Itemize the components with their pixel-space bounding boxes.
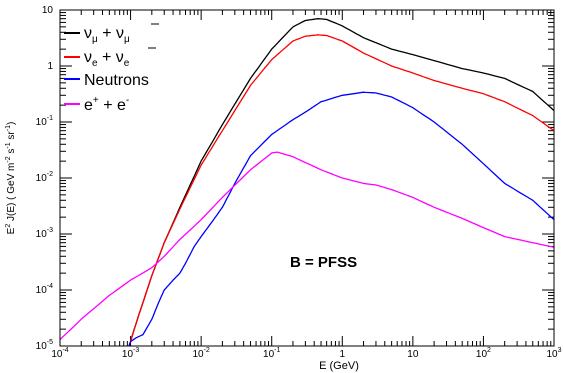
x-tick-label: 103 <box>546 347 561 360</box>
legend-entry-numu: νμ + νμ <box>64 23 159 45</box>
plot-frame <box>59 9 555 347</box>
y-tick-label: 10-5 <box>36 339 53 352</box>
legend-label: e+ + e- <box>84 95 129 114</box>
legend-entry-nue: νe + νe <box>64 47 156 69</box>
legend-entry-electrons: e+ + e- <box>64 95 129 114</box>
axis-ticks <box>59 9 555 347</box>
series-line-1 <box>128 34 555 347</box>
y-tick-label: 10-2 <box>36 171 53 184</box>
y-tick-label: 10 <box>42 5 54 16</box>
series-lines <box>59 18 555 347</box>
x-axis-label: E (GeV) <box>319 360 359 372</box>
x-tick-label: 1 <box>340 349 346 360</box>
x-tick-label: 10 <box>407 349 419 360</box>
y-tick-label: 10-1 <box>36 115 53 128</box>
y-tick-labels: 10-5 10-4 10-3 10-2 10-1 1 10 <box>36 5 54 352</box>
annotation-label: B = PFSS <box>290 254 357 271</box>
legend-label: νμ + νμ <box>84 25 130 45</box>
x-tick-label: 102 <box>476 347 491 360</box>
y-axis-label: E2 J(E) ( GeV m-2 s-1 sr-1) <box>5 122 17 235</box>
legend: νμ + νμ νe + νe Neutrons e+ + e- <box>64 23 159 114</box>
series-line-2 <box>128 91 555 347</box>
y-tick-label: 10-3 <box>36 227 53 240</box>
y-tick-label: 1 <box>47 61 53 72</box>
y-tick-label: 10-4 <box>36 283 53 296</box>
legend-entry-neutrons: Neutrons <box>64 72 149 89</box>
x-tick-label: 10-2 <box>192 347 209 360</box>
x-tick-label: 10-1 <box>263 347 280 360</box>
x-tick-labels: 10-4 10-3 10-2 10-1 1 10 102 103 <box>51 347 561 360</box>
legend-label: Neutrons <box>84 72 149 89</box>
series-line-3 <box>59 151 555 341</box>
x-tick-label: 10-4 <box>51 347 68 360</box>
legend-label: νe + νe <box>84 49 130 69</box>
x-tick-label: 10-3 <box>122 347 139 360</box>
